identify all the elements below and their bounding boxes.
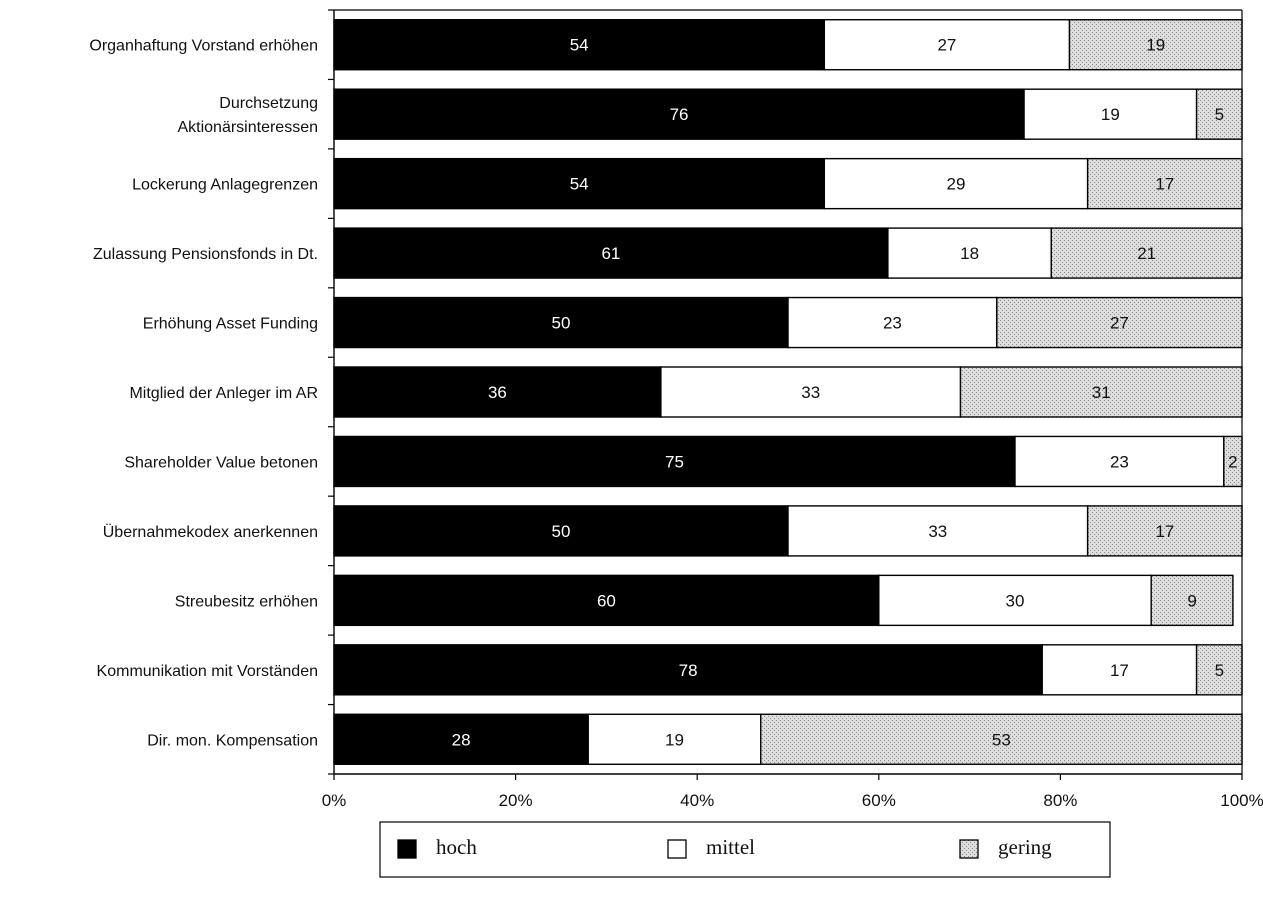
bar-segment-mittel — [660, 366, 962, 418]
category-label: Zulassung Pensionsfonds in Dt. — [93, 246, 318, 263]
category-label-line: Kommunikation mit Vorständen — [97, 663, 318, 680]
legend-swatch-gering — [959, 839, 979, 859]
bar-segment-hoch — [333, 88, 1025, 140]
bar-segment-hoch — [333, 157, 826, 210]
data-label: 27 — [937, 36, 956, 55]
category-label-line: Zulassung Pensionsfonds in Dt. — [93, 246, 318, 263]
bar-segment-hoch — [333, 435, 1016, 488]
category-label-line: Aktionärsinteressen — [177, 119, 318, 136]
data-label: 50 — [552, 314, 571, 333]
category-label: Streubesitz erhöhen — [175, 593, 318, 610]
category-label: Durchsetzung Aktionärsinteressen — [177, 95, 318, 136]
bar-segment-gering — [959, 366, 1243, 418]
x-tick-label: 40% — [680, 791, 714, 810]
bar-segment-mittel — [1014, 435, 1225, 488]
bar-segment-gering — [1150, 574, 1234, 627]
x-tick-label: 20% — [499, 791, 533, 810]
data-label: 2 — [1228, 452, 1237, 471]
bar-segment-gering — [1050, 227, 1243, 279]
bar-segment-gering — [1086, 157, 1243, 210]
bar-segment-mittel — [878, 574, 1152, 627]
bar-segment-mittel — [823, 19, 1071, 71]
bar-segment-hoch — [333, 574, 880, 627]
legend-swatch-hoch — [397, 839, 417, 859]
legend: hoch mittel gering — [379, 821, 1111, 878]
x-tick-label: 80% — [1043, 791, 1077, 810]
bar-segment-mittel — [1023, 88, 1198, 140]
data-label: 19 — [1101, 105, 1120, 124]
category-label: Kommunikation mit Vorständen — [97, 663, 318, 680]
data-label: 53 — [992, 730, 1011, 749]
x-tick-label: 60% — [862, 791, 896, 810]
data-label: 21 — [1137, 244, 1156, 263]
data-label: 75 — [665, 452, 684, 471]
legend-label: mittel — [706, 835, 755, 859]
category-label: Shareholder Value betonen — [124, 454, 318, 471]
legend-box — [379, 821, 1111, 878]
data-label: 28 — [452, 730, 471, 749]
bar-segment-gering — [1195, 644, 1243, 696]
data-label: 30 — [1006, 591, 1025, 610]
category-label-line: Übernahmekodex anerkennen — [103, 523, 318, 541]
category-label: Dir. mon. Kompensation — [147, 732, 318, 749]
data-label: 54 — [570, 175, 589, 194]
legend-swatch-mittel — [667, 839, 687, 859]
data-label: 54 — [570, 36, 589, 55]
data-label: 23 — [883, 314, 902, 333]
data-label: 9 — [1187, 591, 1196, 610]
data-label: 60 — [597, 591, 616, 610]
data-label: 17 — [1155, 175, 1174, 194]
bar-segment-mittel — [787, 296, 998, 349]
category-label-line: Streubesitz erhöhen — [175, 593, 318, 610]
category-label-line: Lockerung Anlagegrenzen — [132, 177, 318, 194]
category-label-line: Shareholder Value betonen — [124, 454, 318, 471]
x-tick-label: 100% — [1220, 791, 1263, 810]
category-label-line: Organhaftung Vorstand erhöhen — [89, 38, 318, 55]
category-label: Erhöhung Asset Funding — [143, 316, 318, 333]
category-label-line: Dir. mon. Kompensation — [147, 732, 318, 749]
bar-segment-hoch — [333, 19, 826, 71]
data-label: 19 — [1146, 36, 1165, 55]
category-label: Übernahmekodex anerkennen — [103, 523, 318, 541]
bar-segment-gering — [1068, 19, 1243, 71]
category-label-line: Durchsetzung — [219, 95, 318, 112]
category-label-line: Mitglied der Anleger im AR — [129, 385, 318, 402]
data-label: 31 — [1092, 383, 1111, 402]
bar-segment-mittel — [823, 157, 1089, 210]
data-label: 36 — [488, 383, 507, 402]
data-label: 27 — [1110, 314, 1129, 333]
bar-segment-hoch — [333, 296, 789, 349]
category-label-line: Erhöhung Asset Funding — [143, 316, 318, 333]
legend-label: hoch — [436, 835, 477, 859]
data-label: 5 — [1215, 661, 1224, 680]
bar-segment-mittel — [587, 713, 762, 765]
bar-segment-mittel — [787, 505, 1089, 557]
data-label: 29 — [947, 175, 966, 194]
data-label: 78 — [679, 661, 698, 680]
bar-segment-hoch — [333, 227, 889, 279]
data-label: 23 — [1110, 452, 1129, 471]
category-label: Lockerung Anlagegrenzen — [132, 177, 318, 194]
data-label: 5 — [1215, 105, 1224, 124]
bar-segment-gering — [1086, 505, 1243, 557]
category-label: Organhaftung Vorstand erhöhen — [89, 38, 318, 55]
legend-label: gering — [998, 835, 1052, 859]
data-label: 33 — [801, 383, 820, 402]
bar-segment-hoch — [333, 713, 589, 765]
bar-segment-gering — [1195, 88, 1243, 140]
data-label: 19 — [665, 730, 684, 749]
data-label: 50 — [552, 522, 571, 541]
data-label: 18 — [960, 244, 979, 263]
plot-area: 54 27 19 Organhaftung Vorstand erhöhen 76 19 5… — [89, 9, 1263, 810]
data-label: 33 — [928, 522, 947, 541]
data-label: 61 — [601, 244, 620, 263]
category-label: Mitglied der Anleger im AR — [129, 385, 318, 402]
data-label: 17 — [1110, 661, 1129, 680]
data-label: 17 — [1155, 522, 1174, 541]
data-label: 76 — [670, 105, 689, 124]
bar-segment-hoch — [333, 505, 789, 557]
x-tick-label: 0% — [322, 791, 347, 810]
